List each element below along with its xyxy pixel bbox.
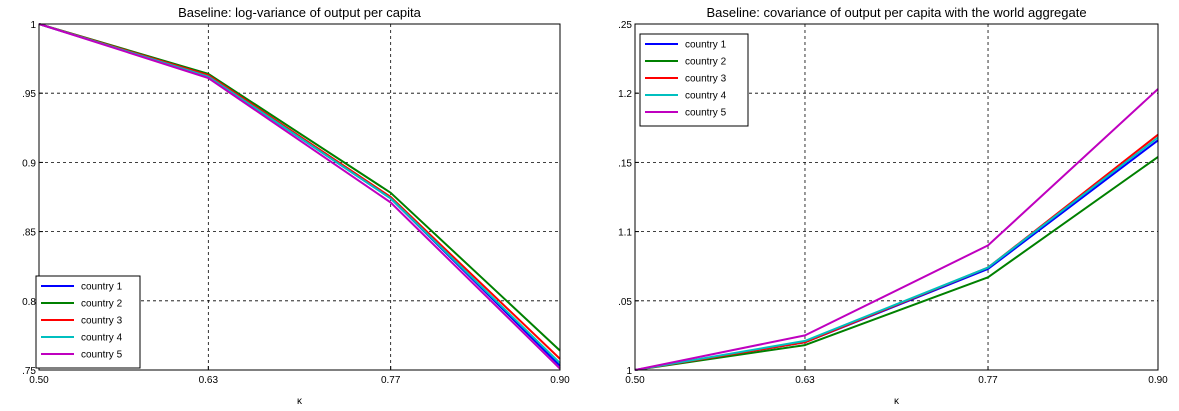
right-y-tick-label: 1.1 — [618, 228, 632, 239]
left-x-tick-label: 0.90 — [550, 375, 570, 386]
left-y-tick-label: 0.9 — [22, 158, 36, 169]
left-legend-box — [35, 275, 141, 369]
right-axes-frame — [634, 23, 1159, 371]
right-chart: 0.50 0.63 0.77 0.90 1 .05 1.1 .15 1.2 .25 Baseline… — [618, 5, 1168, 407]
right-x-tick-label: 0.63 — [795, 375, 815, 386]
right-y-tick-label: 1 — [626, 366, 632, 377]
right-series-line-country-2 — [634, 156, 1159, 371]
right-x-tick-label: 0.77 — [978, 375, 998, 386]
left-x-tick-label: 0.63 — [199, 375, 219, 386]
right-legend-label-country-5: country 5 — [685, 108, 727, 119]
right-legend-label-country-1: country 1 — [685, 40, 727, 51]
right-legend-label-country-3: country 3 — [685, 74, 727, 85]
left-legend-label-country-4: country 4 — [81, 333, 123, 344]
left-y-tick-label: .95 — [22, 89, 36, 100]
right-x-tick-label: 0.90 — [1148, 375, 1168, 386]
left-series-line-country-5 — [38, 23, 561, 370]
left-chart-title: Baseline: log-variance of output per cap… — [178, 5, 422, 20]
right-y-tick-label: .25 — [618, 20, 632, 31]
left-y-tick-label: 1 — [30, 20, 36, 31]
left-legend-label-country-3: country 3 — [81, 316, 123, 327]
left-x-tick-label: 0.50 — [29, 375, 49, 386]
right-y-tick-label: .05 — [618, 297, 632, 308]
left-y-tick-label: 0.8 — [22, 297, 36, 308]
right-y-tick-label: 1.2 — [618, 89, 632, 100]
left-legend-label-country-2: country 2 — [81, 299, 123, 310]
right-legend-box — [639, 33, 749, 127]
left-axes-frame — [38, 23, 561, 371]
right-y-tick-label: .15 — [618, 158, 632, 169]
left-legend-label-country-1: country 1 — [81, 282, 123, 293]
right-chart-title: Baseline: covariance of output per capit… — [706, 5, 1086, 20]
right-legend-label-country-4: country 4 — [685, 91, 727, 102]
right-series-line-country-5 — [634, 88, 1159, 371]
left-y-tick-label: .85 — [22, 228, 36, 239]
left-chart: 0.50 0.63 0.77 0.90 .75 0.8 .85 0.9 .95 1 Baseline… — [22, 5, 570, 407]
left-legend: country 1 country 2 country 3 country 4 coun… — [35, 275, 141, 369]
right-x-tick-label: 0.50 — [625, 375, 645, 386]
right-legend: country 1 country 2 country 3 country 4 coun… — [639, 33, 749, 127]
right-legend-label-country-2: country 2 — [685, 57, 727, 68]
right-x-axis-label: κ — [894, 396, 900, 406]
left-y-tick-label: .75 — [22, 366, 36, 377]
left-x-tick-label: 0.77 — [381, 375, 401, 386]
left-legend-label-country-5: country 5 — [81, 350, 123, 361]
right-series-line-country-4 — [634, 136, 1159, 371]
left-x-axis-label: κ — [297, 396, 303, 406]
